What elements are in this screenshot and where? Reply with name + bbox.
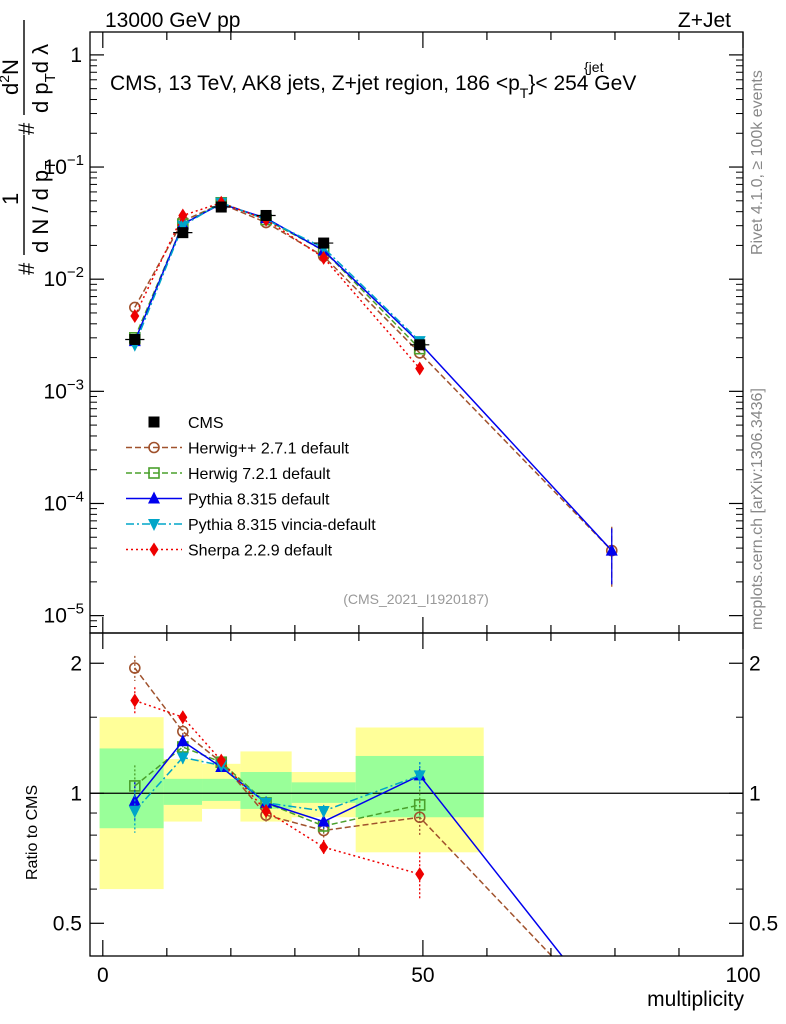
header-right: Z+Jet (678, 9, 731, 32)
cms-main-point (318, 237, 330, 249)
sherpa-ratio-point (319, 840, 329, 855)
ratio-band-inner (163, 778, 203, 805)
ratio-ytick-label-right: 1 (749, 782, 761, 805)
y-label-hash-left: # (14, 262, 39, 275)
main-ytick-label: 10−1 (44, 152, 84, 179)
sherpa-ratio-point (261, 803, 271, 818)
cms-main-point (414, 339, 426, 351)
pythia-ratio-point (176, 734, 189, 747)
legend: CMS Herwig++ 2.7.1 default Herwig 7.2.1 de… (126, 415, 376, 560)
herwig7-ratio-point (413, 799, 426, 811)
ratio-plot-area (90, 655, 743, 956)
sherpa-main-point (415, 361, 425, 376)
ratio-band-inner (202, 778, 241, 801)
sherpa-ratio-point (130, 693, 140, 708)
ratio-ytick-label-right: 0.5 (749, 912, 778, 935)
vincia-main-point (176, 220, 189, 233)
x-axis-label: multiplicity (647, 988, 744, 1011)
cms-main-point (606, 632, 618, 633)
ratio-band-inner (99, 748, 164, 829)
vincia-ratio-point (260, 797, 273, 810)
ratio-ytick-label-right: 2 (749, 652, 761, 675)
y-label-one: 1 (0, 193, 23, 205)
y-axis-label-main: # 1 d N / d pT # d2N d pTd λ (0, 20, 59, 275)
vincia-ratio-line (134, 756, 420, 812)
cms-main-point (215, 201, 227, 213)
ratio-xtick-label: 50 (411, 964, 434, 987)
side-text-rivet: Rivet 4.1.0, ≥ 100k events (749, 70, 766, 255)
vincia-ratio-point (317, 805, 330, 818)
y-label-den: d N / d pT (28, 161, 59, 253)
main-ytick-label: 10−4 (44, 488, 84, 515)
main-ytick-label: 1 (70, 44, 82, 67)
main-ytick-label: 10−3 (44, 376, 84, 403)
ratio-xtick-label: 0 (97, 964, 109, 987)
ratio-frame (89, 632, 744, 957)
ratio-band-inner (291, 782, 356, 803)
legend-marker-pythia (148, 491, 160, 504)
analysis-watermark: (CMS_2021_I1920187) (343, 591, 489, 607)
sherpa-ratio-point (415, 867, 425, 882)
pythia-ratio-point (317, 814, 330, 827)
sherpa-main-point (130, 308, 140, 323)
ratio-ytick-label: 2 (70, 652, 82, 675)
y-axis-label-ratio: Ratio to CMS (24, 785, 41, 880)
plot-title-sup: {jet (584, 59, 604, 75)
legend-marker-herwigpp (148, 441, 160, 454)
vincia-ratio-point (413, 770, 426, 783)
herwigpp-ratio-point (413, 811, 426, 824)
y-label-hash-mid: # (14, 122, 39, 135)
main-ytick-label: 10−2 (44, 264, 84, 291)
cms-main-point (260, 209, 272, 221)
ratio-ytick-label: 0.5 (53, 912, 82, 935)
legend-marker-cms (148, 416, 160, 428)
sherpa-main-line (134, 202, 421, 369)
legend-label-sherpa: Sherpa 2.2.9 default (188, 543, 333, 560)
sherpa-ratio-point (216, 753, 226, 768)
plot-title: CMS, 13 TeV, AK8 jets, Z+jet region, 186… (110, 72, 636, 101)
side-text-mcplots: mcplots.cern.ch [arXiv:1306.3436] (749, 388, 766, 630)
legend-label-pythia: Pythia 8.315 default (188, 492, 330, 509)
legend-label-vincia: Pythia 8.315 vincia-default (188, 517, 376, 534)
legend-label-herwig7: Herwig 7.2.1 default (188, 466, 331, 483)
legend-marker-sherpa (149, 542, 159, 557)
sherpa-main-point (319, 250, 329, 265)
legend-marker-herwig7 (148, 467, 160, 479)
pythia-main-point (605, 543, 618, 556)
main-panel: 10−5 10−4 10−3 10−2 10−1 1 (44, 31, 744, 634)
main-ytick-label: 10−5 (44, 601, 84, 628)
sherpa-main-point (178, 208, 188, 223)
vincia-ratio-point (128, 805, 141, 818)
vincia-ratio-point (176, 752, 189, 765)
sherpa-ratio-point (178, 710, 188, 725)
header-left: 13000 GeV pp (105, 9, 240, 32)
herwigpp-ratio-point (129, 662, 141, 674)
cms-main-point (129, 333, 141, 345)
y-label-num: d2N (0, 59, 23, 95)
legend-label-cms: CMS (188, 415, 224, 432)
y-label-frac-den: d pTd λ (28, 44, 59, 113)
main-plot-area (125, 195, 618, 633)
ratio-xtick-label: 100 (725, 964, 760, 987)
legend-label-herwigpp: Herwig++ 2.7.1 default (188, 441, 350, 458)
ratio-ytick-label: 1 (70, 782, 82, 805)
cms-main-point (177, 227, 189, 239)
ratio-panel: 0.5 0.5 1 1 2 2 0 50 100 (53, 632, 778, 987)
sherpa-ratio-line (134, 699, 420, 875)
legend-marker-vincia (148, 519, 160, 531)
